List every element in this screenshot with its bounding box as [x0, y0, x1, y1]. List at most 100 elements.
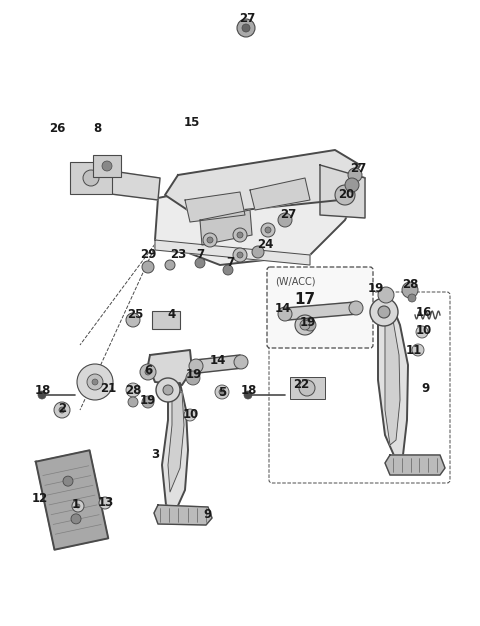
Text: 18: 18	[35, 384, 51, 396]
Bar	[70, 162, 112, 194]
Polygon shape	[200, 210, 252, 245]
Circle shape	[71, 514, 81, 524]
Polygon shape	[36, 450, 108, 550]
Circle shape	[242, 24, 250, 32]
Circle shape	[252, 246, 264, 258]
Circle shape	[207, 237, 213, 243]
Polygon shape	[165, 150, 360, 215]
Text: 23: 23	[170, 249, 186, 262]
Circle shape	[195, 258, 205, 268]
Polygon shape	[103, 170, 160, 200]
Circle shape	[186, 371, 200, 385]
Bar	[152, 311, 180, 329]
Circle shape	[348, 168, 362, 182]
Circle shape	[59, 407, 65, 413]
Text: 20: 20	[338, 188, 354, 202]
Circle shape	[189, 359, 203, 373]
Text: 9: 9	[203, 508, 211, 521]
Polygon shape	[195, 355, 243, 373]
Circle shape	[370, 298, 398, 326]
Polygon shape	[154, 505, 212, 525]
Text: 28: 28	[125, 384, 141, 396]
Circle shape	[165, 260, 175, 270]
Circle shape	[184, 409, 196, 421]
Polygon shape	[148, 350, 192, 385]
Text: 29: 29	[140, 249, 156, 262]
Text: 25: 25	[127, 309, 143, 322]
Circle shape	[378, 306, 390, 318]
Polygon shape	[155, 165, 365, 265]
Circle shape	[92, 379, 98, 385]
Text: 13: 13	[98, 496, 114, 510]
Circle shape	[237, 232, 243, 238]
Circle shape	[295, 315, 315, 335]
Circle shape	[378, 287, 394, 303]
Circle shape	[102, 161, 112, 171]
Circle shape	[203, 233, 217, 247]
Text: (W/ACC): (W/ACC)	[275, 277, 315, 287]
Text: 11: 11	[406, 344, 422, 356]
Circle shape	[87, 374, 103, 390]
Polygon shape	[155, 240, 310, 265]
Circle shape	[142, 261, 154, 273]
FancyBboxPatch shape	[267, 267, 373, 348]
Text: 22: 22	[293, 379, 309, 391]
Circle shape	[63, 476, 73, 486]
Circle shape	[156, 378, 180, 402]
Circle shape	[234, 355, 248, 369]
Text: 27: 27	[280, 208, 296, 222]
Circle shape	[72, 500, 84, 512]
Circle shape	[408, 294, 416, 302]
Text: 2: 2	[58, 401, 66, 414]
Text: 17: 17	[294, 292, 315, 307]
Polygon shape	[250, 178, 310, 210]
Circle shape	[345, 178, 359, 192]
Circle shape	[349, 301, 363, 315]
Text: 27: 27	[239, 11, 255, 24]
Text: 21: 21	[100, 381, 116, 394]
Text: 12: 12	[32, 491, 48, 505]
Circle shape	[140, 364, 156, 380]
Bar	[290, 377, 325, 399]
Text: 19: 19	[300, 316, 316, 329]
Text: 27: 27	[350, 162, 366, 175]
Circle shape	[38, 391, 46, 399]
Polygon shape	[285, 302, 358, 320]
Circle shape	[233, 228, 247, 242]
Text: 7: 7	[196, 249, 204, 262]
Text: 24: 24	[257, 239, 273, 252]
Text: 10: 10	[416, 324, 432, 337]
Circle shape	[300, 320, 310, 330]
Circle shape	[219, 389, 225, 395]
Circle shape	[416, 326, 428, 338]
Text: 6: 6	[144, 364, 152, 376]
Circle shape	[145, 369, 151, 375]
Text: 7: 7	[226, 257, 234, 270]
Text: 8: 8	[93, 121, 101, 135]
Polygon shape	[385, 455, 445, 475]
Text: 4: 4	[168, 309, 176, 322]
Text: 26: 26	[49, 121, 65, 135]
Circle shape	[83, 170, 99, 186]
Circle shape	[261, 223, 275, 237]
Text: 19: 19	[186, 369, 202, 381]
Circle shape	[77, 364, 113, 400]
Circle shape	[237, 19, 255, 37]
Circle shape	[223, 265, 233, 275]
Circle shape	[233, 248, 247, 262]
Circle shape	[278, 213, 292, 227]
Polygon shape	[168, 392, 184, 492]
Circle shape	[142, 396, 154, 408]
Text: 1: 1	[72, 498, 80, 511]
Circle shape	[99, 497, 111, 509]
Circle shape	[76, 504, 80, 508]
Text: 10: 10	[183, 409, 199, 421]
Polygon shape	[185, 192, 245, 222]
Circle shape	[265, 227, 271, 233]
Text: 3: 3	[151, 448, 159, 461]
Text: 19: 19	[368, 282, 384, 294]
Circle shape	[126, 383, 140, 397]
Circle shape	[412, 344, 424, 356]
Circle shape	[402, 282, 418, 298]
Circle shape	[299, 380, 315, 396]
